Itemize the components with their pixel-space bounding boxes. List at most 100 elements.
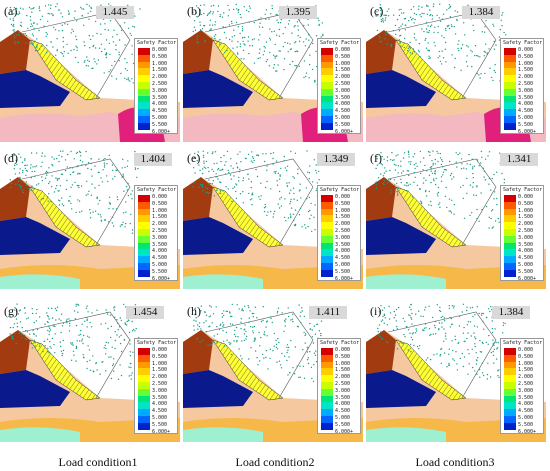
legend-tick: 1.000 <box>335 207 351 214</box>
safety-factor-legend: Safety Factor 0.000 0.500 1.000 1.500 2.000 2… <box>134 338 178 435</box>
legend-tick: 6.000+ <box>518 428 537 435</box>
legend-tick: 2.000 <box>335 74 351 81</box>
legend-ticks: 0.000 0.500 1.000 1.500 2.000 2.500 3.000 3.500… <box>335 347 353 435</box>
color-scale-bar <box>138 195 150 277</box>
legend-tick: 5.500 <box>518 121 534 128</box>
legend-tick: 0.500 <box>335 353 351 360</box>
panel-label: (a) <box>4 4 18 18</box>
panel-a: (a) 1.445 Safety Factor 0.000 0.500 1.000 1.… <box>0 0 180 142</box>
sliding-body <box>395 39 467 101</box>
color-scale-bar <box>504 348 516 430</box>
legend-tick: 5.500 <box>335 268 351 275</box>
legend-ticks: 0.000 0.500 1.000 1.500 2.000 2.500 3.000 3.500… <box>518 194 536 282</box>
color-scale-bar <box>138 48 150 130</box>
navy-layer <box>0 217 70 255</box>
legend-tick: 4.000 <box>518 248 534 255</box>
legend-tick: 3.500 <box>152 241 168 248</box>
legend-ticks: 0.000 0.500 1.000 1.500 2.000 2.500 3.000 3.500… <box>335 47 353 135</box>
legend-tick: 1.000 <box>518 60 534 67</box>
sliding-body <box>395 339 467 401</box>
legend-title: Safety Factor <box>320 340 360 346</box>
safety-factor-value: 1.454 <box>126 306 164 319</box>
legend-tick: 1.500 <box>335 367 351 374</box>
safety-factor-legend: Safety Factor 0.000 0.500 1.000 1.500 2.000 2… <box>500 185 544 282</box>
legend-tick: 4.000 <box>152 101 168 108</box>
panel-label: (i) <box>370 304 382 318</box>
brown-layer <box>366 177 396 221</box>
legend-tick: 4.500 <box>518 408 534 415</box>
legend-tick: 0.500 <box>152 53 168 60</box>
safety-factor-value: 1.404 <box>134 153 172 166</box>
legend-tick: 1.500 <box>152 67 168 74</box>
legend-tick: 0.500 <box>335 200 351 207</box>
legend-tick: 6.000+ <box>335 275 354 282</box>
legend-tick: 3.000 <box>335 387 351 394</box>
legend-tick: 3.500 <box>152 94 168 101</box>
legend-tick: 3.000 <box>335 87 351 94</box>
legend-ticks: 0.000 0.500 1.000 1.500 2.000 2.500 3.000 3.500… <box>335 194 353 282</box>
safety-factor-value: 1.445 <box>96 6 134 19</box>
legend-tick: 0.000 <box>518 194 534 200</box>
legend-tick: 2.500 <box>335 380 351 387</box>
navy-layer <box>366 70 436 108</box>
panel-h: (h) 1.411 Safety Factor 0.000 0.500 1.000 1.… <box>183 300 363 442</box>
legend-tick: 3.500 <box>518 94 534 101</box>
legend-tick: 0.000 <box>152 194 168 200</box>
legend-tick: 3.500 <box>335 241 351 248</box>
safety-factor-legend: Safety Factor 0.000 0.500 1.000 1.500 2.000 2… <box>317 185 361 282</box>
legend-tick: 1.000 <box>152 60 168 67</box>
safety-factor-value: 1.341 <box>500 153 538 166</box>
legend-tick: 0.500 <box>518 200 534 207</box>
legend-tick: 2.500 <box>518 380 534 387</box>
slip-outline <box>204 158 314 246</box>
safety-factor-legend: Safety Factor 0.000 0.500 1.000 1.500 2.000 2… <box>134 38 178 135</box>
legend-tick: 1.500 <box>518 367 534 374</box>
legend-tick: 4.500 <box>152 108 168 115</box>
legend-tick: 2.500 <box>518 80 534 87</box>
navy-layer <box>0 70 70 108</box>
legend-tick: 0.000 <box>335 47 351 53</box>
panel-f: (f) 1.341 Safety Factor 0.000 0.500 1.000 1.… <box>366 147 546 289</box>
panel-label: (b) <box>187 4 201 18</box>
legend-tick: 2.500 <box>152 227 168 234</box>
legend-tick: 2.000 <box>518 221 534 228</box>
safety-factor-legend: Safety Factor 0.000 0.500 1.000 1.500 2.000 2… <box>317 338 361 435</box>
slip-outline <box>387 311 497 399</box>
navy-layer <box>0 370 70 408</box>
legend-tick: 3.500 <box>152 394 168 401</box>
legend-tick: 5.000 <box>335 114 351 121</box>
legend-tick: 1.000 <box>152 360 168 367</box>
legend-tick: 3.000 <box>152 87 168 94</box>
legend-tick: 0.000 <box>335 347 351 353</box>
legend-tick: 4.500 <box>152 255 168 262</box>
legend-tick: 5.500 <box>335 421 351 428</box>
brown-layer <box>366 30 396 74</box>
legend-tick: 6.000+ <box>518 128 537 135</box>
caption-load-condition-3: Load condition3 <box>415 455 495 469</box>
safety-factor-legend: Safety Factor 0.000 0.500 1.000 1.500 2.000 2… <box>134 185 178 282</box>
brown-layer <box>0 177 30 221</box>
sliding-body <box>212 39 284 101</box>
legend-title: Safety Factor <box>137 40 177 46</box>
legend-tick: 2.500 <box>335 227 351 234</box>
legend-tick: 1.500 <box>335 67 351 74</box>
legend-tick: 3.000 <box>518 387 534 394</box>
legend-tick: 2.000 <box>335 374 351 381</box>
legend-tick: 1.000 <box>335 360 351 367</box>
safety-factor-value: 1.384 <box>492 306 530 319</box>
legend-tick: 0.000 <box>518 47 534 53</box>
panel-label: (d) <box>4 151 18 165</box>
navy-layer <box>366 370 436 408</box>
safety-factor-value: 1.411 <box>309 306 347 319</box>
legend-tick: 6.000+ <box>152 275 171 282</box>
legend-title: Safety Factor <box>503 187 543 193</box>
brown-layer <box>183 330 213 374</box>
legend-tick: 4.500 <box>335 255 351 262</box>
navy-layer <box>183 217 253 255</box>
legend-tick: 5.000 <box>518 114 534 121</box>
color-scale-bar <box>504 48 516 130</box>
legend-tick: 6.000+ <box>152 428 171 435</box>
brown-layer <box>0 30 30 74</box>
legend-ticks: 0.000 0.500 1.000 1.500 2.000 2.500 3.000 3.500… <box>152 47 170 135</box>
panel-c: (c) 1.384 Safety Factor 0.000 0.500 1.000 1.… <box>366 0 546 142</box>
